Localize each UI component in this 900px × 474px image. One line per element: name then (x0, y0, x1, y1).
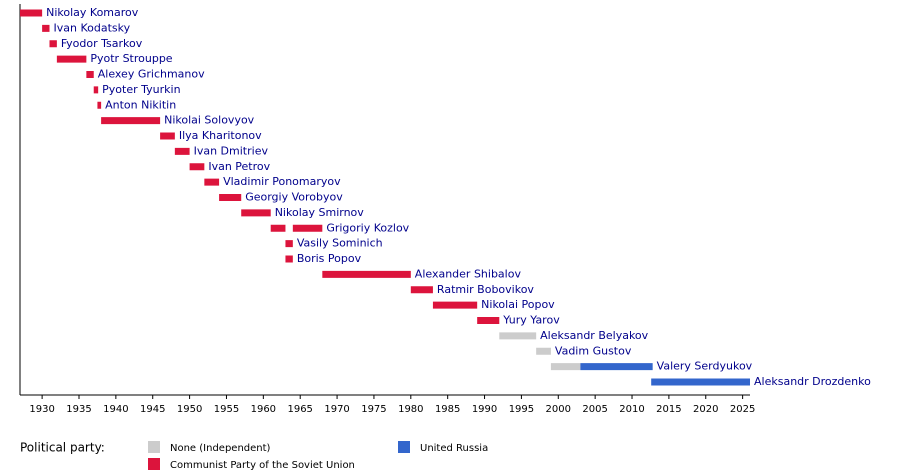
term-bar (432, 301, 478, 309)
term-bar (93, 86, 99, 94)
row-label: Vasily Sominich (297, 237, 383, 250)
term-bar (204, 178, 220, 186)
legend-label: United Russia (420, 443, 488, 454)
term-bar (20, 9, 43, 17)
row-label: Aleksandr Belyakov (540, 329, 648, 342)
row-label: Ilya Kharitonov (179, 129, 262, 142)
term-bar (550, 363, 581, 371)
legend-label: None (Independent) (170, 443, 271, 454)
x-tick-label: 2010 (619, 404, 644, 415)
x-tick-label: 1950 (177, 404, 202, 415)
row-label: Ratmir Bobovikov (437, 283, 535, 296)
x-tick-label: 1985 (435, 404, 460, 415)
term-bar (241, 209, 271, 217)
row-label: Georgiy Vorobyov (245, 191, 343, 204)
term-bar (292, 224, 323, 232)
row-label: Anton Nikitin (105, 98, 176, 111)
row-label: Ivan Petrov (208, 160, 270, 173)
term-bar (49, 40, 57, 48)
term-bar (651, 378, 750, 386)
term-bar (410, 286, 433, 294)
x-tick-label: 2015 (656, 404, 681, 415)
legend-title: Political party: (20, 441, 105, 455)
row-label: Nikolay Smirnov (275, 206, 365, 219)
row-label: Pyoter Tyurkin (102, 83, 180, 96)
x-tick-label: 1935 (66, 404, 91, 415)
term-bar (285, 255, 293, 263)
x-tick-label: 2025 (730, 404, 755, 415)
term-bar (322, 270, 411, 278)
row-label: Ivan Dmitriev (194, 144, 269, 157)
row-label: Ivan Kodatsky (53, 21, 130, 34)
row-label: Vladimir Ponomaryov (223, 175, 341, 188)
legend-swatch (148, 458, 160, 470)
row-label: Nikolai Solovyov (164, 114, 255, 127)
x-tick-label: 2000 (546, 404, 571, 415)
term-bar (536, 347, 551, 355)
x-tick-label: 1970 (324, 404, 349, 415)
term-bar (42, 24, 50, 32)
x-tick-label: 1965 (287, 404, 312, 415)
term-bar (285, 240, 293, 248)
term-bar (189, 163, 205, 171)
row-label: Fyodor Tsarkov (61, 37, 143, 50)
row-label: Alexander Shibalov (415, 267, 522, 280)
x-tick-label: 1975 (361, 404, 386, 415)
term-bar (477, 317, 500, 324)
term-bar (160, 132, 175, 140)
row-label: Nikolai Popov (481, 298, 555, 311)
row-label: Valery Serdyukov (657, 360, 753, 373)
x-tick-label: 2005 (582, 404, 607, 415)
legend-swatch (148, 441, 160, 453)
x-tick-label: 1955 (214, 404, 239, 415)
term-bar (499, 332, 537, 340)
term-bar (101, 117, 161, 125)
term-bar (580, 363, 653, 371)
x-tick-label: 1945 (140, 404, 165, 415)
row-label: Pyotr Strouppe (90, 52, 172, 65)
term-bar (56, 55, 87, 63)
term-bar (270, 224, 286, 232)
x-tick-label: 1990 (472, 404, 497, 415)
x-tick-label: 1980 (398, 404, 423, 415)
x-tick-label: 2020 (693, 404, 718, 415)
legend-swatch (398, 441, 410, 453)
x-tick-label: 1960 (251, 404, 276, 415)
x-tick-label: 1930 (29, 404, 54, 415)
row-label: Nikolay Komarov (46, 6, 139, 19)
term-bar (219, 194, 242, 201)
term-bar (86, 71, 94, 78)
row-label: Vadim Gustov (555, 344, 632, 357)
x-tick-label: 1995 (509, 404, 534, 415)
row-label: Boris Popov (297, 252, 362, 265)
term-bar (97, 101, 102, 109)
x-tick-label: 1940 (103, 404, 128, 415)
legend-label: Communist Party of the Soviet Union (170, 460, 355, 471)
term-bar (174, 147, 190, 155)
row-label: Yury Yarov (502, 314, 560, 327)
row-label: Alexey Grichmanov (98, 68, 205, 81)
row-label: Aleksandr Drozdenko (754, 375, 871, 388)
row-label: Grigoriy Kozlov (326, 221, 409, 234)
